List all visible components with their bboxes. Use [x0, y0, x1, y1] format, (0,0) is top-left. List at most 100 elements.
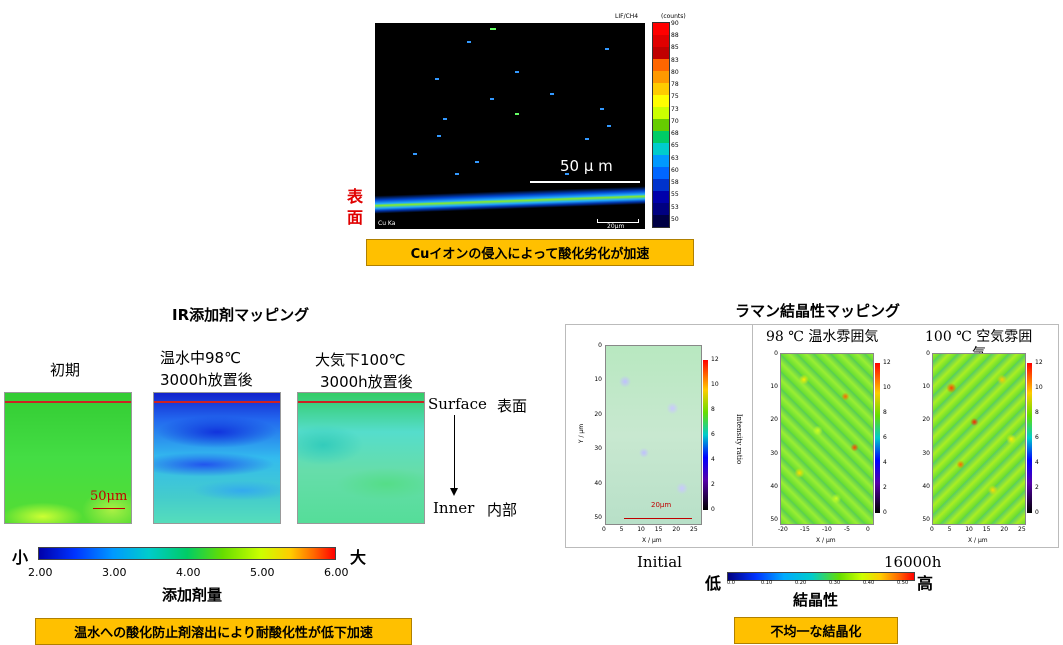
- raman-y-tick: 10: [770, 383, 778, 391]
- ir-caption: 温水への酸化防止剤溶出により耐酸化性が低下加速: [35, 618, 412, 645]
- cu-scale-label: 83: [671, 56, 679, 64]
- cu-scale-label: 75: [671, 93, 679, 101]
- raman-y-tick: 0: [926, 350, 930, 357]
- cu-scale-unit: (counts): [661, 13, 686, 20]
- ir-scale-large: 大: [350, 548, 367, 567]
- ir-map-hotwater: [153, 392, 281, 524]
- ir-label-air-2: 3000h放置後: [320, 373, 413, 391]
- raman-scale-tick: 0.50: [897, 580, 909, 586]
- cu-scale-label: 88: [671, 32, 679, 40]
- raman-yaxis-1: Y / μm: [578, 423, 586, 444]
- raman-scale-tick: 0.40: [863, 580, 875, 586]
- raman-y-tick: 30: [594, 445, 602, 453]
- cu-map: 50 μ m Cu Ka 20μm: [375, 23, 645, 230]
- cu-scale-label: 50: [671, 215, 679, 223]
- cu-scale-label: 70: [671, 117, 679, 125]
- raman-x-tick: -15: [800, 526, 810, 533]
- cu-scale-label: 68: [671, 130, 679, 138]
- cu-scale-swatch: [653, 203, 669, 215]
- cu-scale-label: 80: [671, 68, 679, 76]
- depth-arrow: [454, 415, 455, 491]
- raman-x-tick: -20: [778, 526, 788, 533]
- raman-y-tick: 0: [774, 350, 778, 357]
- cu-scale-swatch: [653, 215, 669, 227]
- raman-hours-label: 16000h: [884, 553, 942, 571]
- raman-cbar-tick: 4: [1035, 459, 1039, 466]
- raman-title: ラマン結晶性マッピング: [735, 302, 901, 320]
- raman-cbar-1: [703, 360, 708, 510]
- cu-scale-label: 78: [671, 81, 679, 89]
- cu-surface-band: [375, 186, 645, 214]
- raman-y-tick: 40: [594, 479, 602, 487]
- cu-scale-label: 73: [671, 105, 679, 113]
- cu-scale-label: 85: [671, 44, 679, 52]
- raman-cbar-tick: 8: [711, 406, 715, 413]
- cu-scalebar-label: 50 μ m: [560, 157, 613, 175]
- raman-map-100: [932, 353, 1026, 525]
- raman-y-tick: 20: [594, 410, 602, 418]
- raman-cbar-tick: 6: [1035, 434, 1039, 441]
- raman-scale-tick: 0.0: [727, 580, 735, 586]
- raman-yticks-2: 0 10 20 30 40 50: [764, 350, 778, 525]
- raman-x-tick: 25: [1018, 526, 1026, 533]
- raman-y-tick: 50: [770, 516, 778, 523]
- cu-bottom-scale-label: 20μm: [607, 223, 625, 230]
- raman-cbar-tick: 0: [883, 509, 887, 516]
- raman-cbar-tick: 8: [883, 409, 887, 416]
- cu-scale-swatch: [653, 155, 669, 167]
- raman-x-tick: 20: [672, 526, 681, 533]
- raman-initial-label: Initial: [637, 553, 682, 571]
- raman-map-98: [780, 353, 874, 525]
- ir-scale-tick: 4.00: [176, 566, 201, 579]
- raman-y-tick: 20: [922, 416, 930, 424]
- cu-scale-swatch: [653, 131, 669, 143]
- cu-scale-label: 60: [671, 166, 679, 174]
- raman-cbar-3: [1027, 363, 1032, 513]
- raman-cbar-tick: 12: [883, 359, 891, 366]
- cu-scale-label: 65: [671, 142, 679, 150]
- depth-arrow-head: [450, 488, 458, 496]
- raman-intensity-label: Intensity ratio: [735, 413, 744, 465]
- cu-top-right-label: LIF/CH4: [615, 13, 639, 20]
- cu-scale-label: 90: [671, 20, 679, 27]
- raman-xaxis-1: X / μm: [642, 537, 662, 544]
- raman-cbar-tick: 10: [883, 384, 891, 391]
- raman-x-tick: 5: [619, 526, 624, 533]
- raman-cbar-tick: 4: [711, 456, 715, 463]
- raman-x-tick: 5: [947, 526, 952, 533]
- raman-y-tick: 40: [922, 482, 930, 490]
- raman-cbar-tick: 2: [711, 481, 715, 488]
- raman-x-tick: 0: [866, 526, 870, 533]
- ir-scale-tick: 6.00: [324, 566, 349, 579]
- raman-y-tick: 40: [770, 482, 778, 490]
- cu-scale-swatch: [653, 59, 669, 71]
- surface-jp: 表面: [497, 397, 528, 415]
- ir-label-air-1: 大気下100℃: [315, 351, 406, 369]
- cu-caption: Cuイオンの侵入によって酸化劣化が加速: [366, 239, 694, 266]
- raman-xticks-1: 0 5 10 15 20 25: [602, 526, 702, 536]
- cu-scale-swatch: [653, 119, 669, 131]
- cu-bottom-scale: [597, 219, 639, 223]
- cu-scale-labels: 90 88 85 83 80 78 75 73 70 68 65 63 60 58 55 53 50: [671, 20, 691, 228]
- raman-cbar-tick: 6: [883, 434, 887, 441]
- ir-title: IR添加剤マッピング: [172, 306, 310, 324]
- raman-x-tick: 10: [637, 526, 645, 533]
- cu-color-scale: [652, 22, 670, 228]
- raman-cbar-tick: 10: [711, 381, 719, 388]
- raman-y-tick: 10: [922, 383, 930, 391]
- cu-scale-swatch: [653, 95, 669, 107]
- raman-y-tick: 0: [598, 342, 602, 349]
- raman-cbar-tick: 4: [883, 459, 887, 466]
- raman-cbar-tick: 0: [1035, 509, 1039, 516]
- raman-scale-title: 結晶性: [793, 591, 839, 609]
- raman-cbar-tick: 12: [711, 356, 719, 363]
- inner-jp: 内部: [487, 501, 518, 519]
- ir-scale-title: 添加剤量: [162, 586, 223, 604]
- raman-cbar-tick: 8: [1035, 409, 1039, 416]
- ir-scale-ticks: 2.00 3.00 4.00 5.00 6.00: [28, 566, 358, 580]
- raman-divider: [752, 324, 753, 546]
- cu-scale-swatch: [653, 23, 669, 35]
- ir-scale-tick: 5.00: [250, 566, 275, 579]
- raman-caption: 不均一な結晶化: [734, 617, 898, 644]
- raman-xaxis-3: X / μm: [968, 537, 988, 544]
